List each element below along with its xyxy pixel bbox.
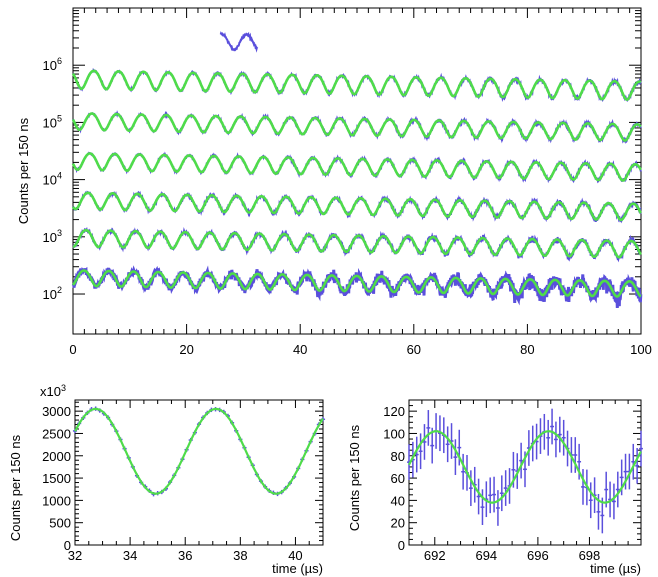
fit-curve <box>71 112 642 142</box>
main-series-0 <box>219 31 259 53</box>
main-series-1 <box>71 67 642 103</box>
right-y-tick-label: 0 <box>398 538 405 553</box>
main-y-tick-label: 105 <box>43 113 62 130</box>
main-y-tick-label: 103 <box>43 228 62 245</box>
left-ylabel: Counts per 150 ns <box>8 434 23 541</box>
left-y-tick-label: 500 <box>49 516 71 531</box>
right-y-tick-label: 20 <box>391 516 405 531</box>
right-panel: 0 20 40 60 80 100 120 692 694 696 698 Counts per … <box>347 399 643 576</box>
main-y-tick-label: 104 <box>43 171 62 188</box>
main-x-tick-label: 60 <box>407 342 421 357</box>
right-x-axis: 692 694 696 698 <box>408 400 642 563</box>
fit-curve <box>71 191 642 222</box>
left-x-tick-label: 34 <box>123 548 137 563</box>
left-y-tick-label: 1000 <box>42 493 71 508</box>
left-y-tick-label: 2500 <box>42 426 71 441</box>
right-y-tick-label: 80 <box>391 449 405 464</box>
main-series-4 <box>71 190 642 224</box>
left-y-tick-label: 0 <box>64 538 71 553</box>
left-panel: 0 500 1000 1500 2000 2500 3000 32 34 36 38 40 x103… <box>8 383 326 576</box>
right-series-group <box>407 408 643 534</box>
main-y-tick-label: 106 <box>43 56 62 73</box>
main-series-2 <box>71 110 642 144</box>
main-y-tick-label: 102 <box>43 285 62 302</box>
main-x-axis: 0 20 40 60 80 100 <box>69 8 652 357</box>
left-xlabel: time (µs) <box>272 561 323 576</box>
main-series-group <box>71 31 643 308</box>
main-panel: 102 103 104 105 106 0 20 40 60 80 100 Counts per … <box>16 7 652 357</box>
fit-curve <box>72 228 642 259</box>
left-fit-curve <box>74 407 324 495</box>
main-series-5 <box>72 226 642 263</box>
data-curve <box>71 265 643 308</box>
right-y-axis: 0 20 40 60 80 100 120 <box>383 399 641 553</box>
fit-curve <box>71 152 642 182</box>
left-y-tick-label: 3000 <box>42 404 71 419</box>
right-xlabel: time (µs) <box>590 561 641 576</box>
left-y-tick-label: 2000 <box>42 449 71 464</box>
left-x-tick-label: 40 <box>288 548 302 563</box>
left-x-tick-label: 36 <box>178 548 192 563</box>
right-y-tick-label: 40 <box>391 493 405 508</box>
main-series-3 <box>71 151 642 184</box>
fit-curve <box>71 269 642 298</box>
left-y-tick-label: 1500 <box>42 471 71 486</box>
right-x-tick-label: 698 <box>579 548 601 563</box>
main-x-tick-label: 40 <box>293 342 307 357</box>
left-series-group <box>72 406 326 497</box>
left-x-tick-label: 38 <box>233 548 247 563</box>
left-x-tick-label: 32 <box>68 548 82 563</box>
data-curve <box>219 31 259 53</box>
left-y-axis: 0 500 1000 1500 2000 2500 3000 <box>42 401 323 553</box>
right-x-tick-label: 692 <box>424 548 446 563</box>
main-x-tick-label: 0 <box>69 342 76 357</box>
right-x-tick-label: 696 <box>527 548 549 563</box>
right-y-tick-label: 100 <box>383 426 405 441</box>
main-series-6 <box>71 265 643 308</box>
right-x-tick-label: 694 <box>475 548 497 563</box>
main-ylabel: Counts per 150 ns <box>16 117 31 224</box>
main-x-tick-label: 80 <box>520 342 534 357</box>
main-y-axis: 102 103 104 105 106 <box>43 7 641 302</box>
right-fit-curve <box>408 430 642 504</box>
main-x-tick-label: 20 <box>179 342 193 357</box>
main-x-tick-label: 100 <box>630 342 652 357</box>
right-y-tick-label: 120 <box>383 404 405 419</box>
right-ylabel: Counts per 150 ns <box>347 424 362 531</box>
fit-curve <box>71 69 642 101</box>
left-x-axis: 32 34 36 38 40 <box>68 400 324 563</box>
left-exponent-label: x103 <box>40 383 66 399</box>
right-y-tick-label: 60 <box>391 471 405 486</box>
